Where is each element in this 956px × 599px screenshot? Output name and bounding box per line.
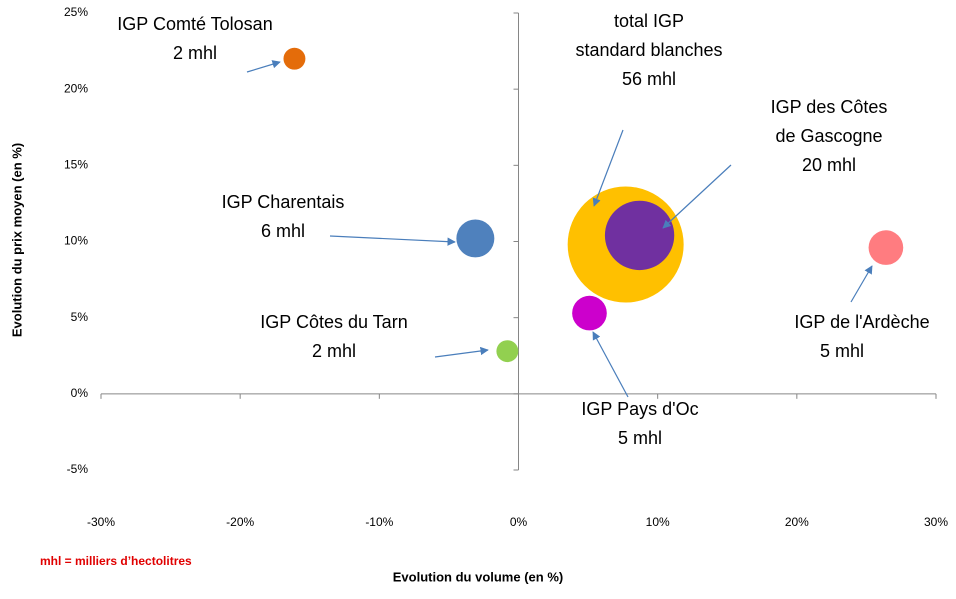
bubble: [456, 219, 495, 258]
note: mhl = milliers d’hectolitres: [40, 554, 192, 568]
y-tick-label: 5%: [71, 310, 89, 324]
point-label: IGP Comté Tolosan: [117, 14, 272, 34]
x-tick-label: -20%: [226, 515, 254, 529]
y-tick-label: 25%: [64, 5, 88, 19]
y-tick-label: -5%: [67, 462, 89, 476]
arrow: [592, 331, 629, 398]
size-label: 5 mhl: [618, 428, 662, 448]
size-label: 56 mhl: [622, 69, 676, 89]
y-tick-label: 15%: [64, 158, 88, 172]
y-tick-label: 20%: [64, 81, 88, 95]
bubble: [496, 340, 519, 363]
point-label: IGP des Côtes: [771, 97, 888, 117]
x-tick-label: 30%: [924, 515, 948, 529]
point-label: de Gascogne: [775, 126, 882, 146]
x-tick-label: -10%: [365, 515, 393, 529]
arrow: [592, 129, 624, 207]
arrow: [850, 265, 873, 303]
size-label: 5 mhl: [820, 341, 864, 361]
x-tick-label: 0%: [510, 515, 528, 529]
arrow: [246, 60, 281, 73]
y-tick-label: 10%: [64, 234, 88, 248]
bubble: [868, 230, 904, 265]
size-label: 2 mhl: [312, 341, 356, 361]
arrow: [662, 164, 732, 229]
x-tick-label: -30%: [87, 515, 115, 529]
arrow: [329, 235, 456, 246]
bubble: [572, 295, 607, 331]
arrow: [434, 346, 489, 358]
bubble: [604, 200, 675, 271]
y-axis-title: Evolution du prix moyen (en %): [9, 143, 24, 337]
x-tick-label: 20%: [785, 515, 809, 529]
point-label: IGP de l'Ardèche: [794, 312, 929, 332]
point-label: IGP Pays d'Oc: [581, 399, 698, 419]
point-label: IGP Côtes du Tarn: [260, 312, 407, 332]
x-tick-label: 10%: [646, 515, 670, 529]
point-label: IGP Charentais: [222, 192, 345, 212]
size-label: 2 mhl: [173, 43, 217, 63]
bubble: [283, 47, 306, 70]
x-axis-title: Evolution du volume (en %): [393, 569, 563, 584]
size-label: 6 mhl: [261, 221, 305, 241]
y-tick-label: 0%: [71, 386, 89, 400]
size-label: 20 mhl: [802, 155, 856, 175]
point-label: standard blanches: [575, 40, 722, 60]
point-label: total IGP: [614, 11, 684, 31]
